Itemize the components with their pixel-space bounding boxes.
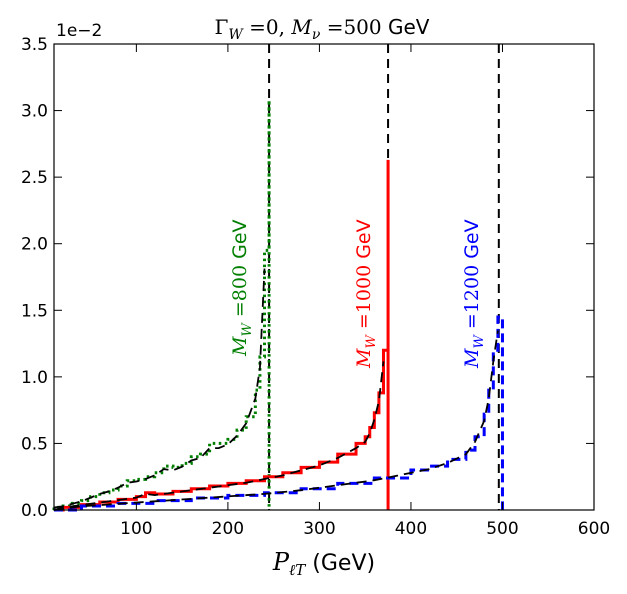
x-tick-label-100: 100 [120,519,152,539]
annotation-mw-1000: MW =1000 GeV [353,219,379,369]
xlabel-symbol: P [272,548,290,576]
fit-curve-2 [53,330,499,511]
xlabel-unit: (GeV) [305,551,375,576]
title-gamma-symbol: Γ [215,15,229,39]
title-unit: GeV [382,15,430,39]
annotation-mw-1200: MW =1200 GeV [461,219,487,369]
y-tick-label-6: 3.0 [21,102,48,122]
x-tick-label-300: 300 [303,519,335,539]
annot-1200-sub: W [472,334,487,349]
annot-1200-symbol: M [461,348,483,369]
series-line-2 [54,315,504,512]
fit-curve-1 [53,361,385,511]
y-tick-label-3: 1.5 [21,301,48,321]
series-group [52,99,504,512]
annot-1200-unit: GeV [461,219,483,264]
plot-frame [53,43,595,511]
annot-800-unit: GeV [229,219,251,264]
chart-title: ΓW =0, Mν =500 GeV [215,15,430,43]
y-tick-label-0: 0.0 [21,501,48,521]
y-scale-label: 1e−2 [56,21,102,41]
annotation-mw-800: MW =800 GeV [229,219,255,357]
annot-1000-sub: W [364,334,379,349]
x-tick-label-200: 200 [212,519,244,539]
y-tick-label-5: 2.5 [21,168,48,188]
title-m-symbol: M [290,15,312,39]
fit-curve-0 [53,268,266,509]
xlabel-sub: ℓT [289,561,306,579]
title-gamma-sub: W [228,27,244,43]
annot-1000-eq: =1000 [353,265,375,335]
y-tick-label-4: 2.0 [21,235,48,255]
x-axis: 100 200 300 400 500 600 [120,44,610,539]
annot-1000-unit: GeV [353,219,375,264]
x-tick-label-600: 600 [578,519,610,539]
annot-800-symbol: M [229,336,251,357]
annot-1000-symbol: M [353,348,375,369]
series-line-0 [52,99,271,510]
annot-800-sub: W [240,322,255,337]
y-tick-label-1: 0.5 [21,434,48,454]
x-tick-label-400: 400 [395,519,427,539]
x-axis-label: PℓT (GeV) [272,548,375,579]
annot-1200-eq: =1200 [461,265,483,335]
y-tick-label-7: 3.5 [21,35,48,55]
annot-800-eq: =800 [229,265,251,323]
title-gamma-eq: =0, [243,15,292,39]
y-tick-label-2: 1.0 [21,368,48,388]
x-tick-label-500: 500 [486,519,518,539]
y-axis: 0.0 0.5 1.0 1.5 2.0 2.5 3.0 3.5 [21,35,594,521]
title-m-eq: =500 [320,15,381,39]
title-m-sub: ν [312,27,321,43]
fit-curves [53,268,499,511]
